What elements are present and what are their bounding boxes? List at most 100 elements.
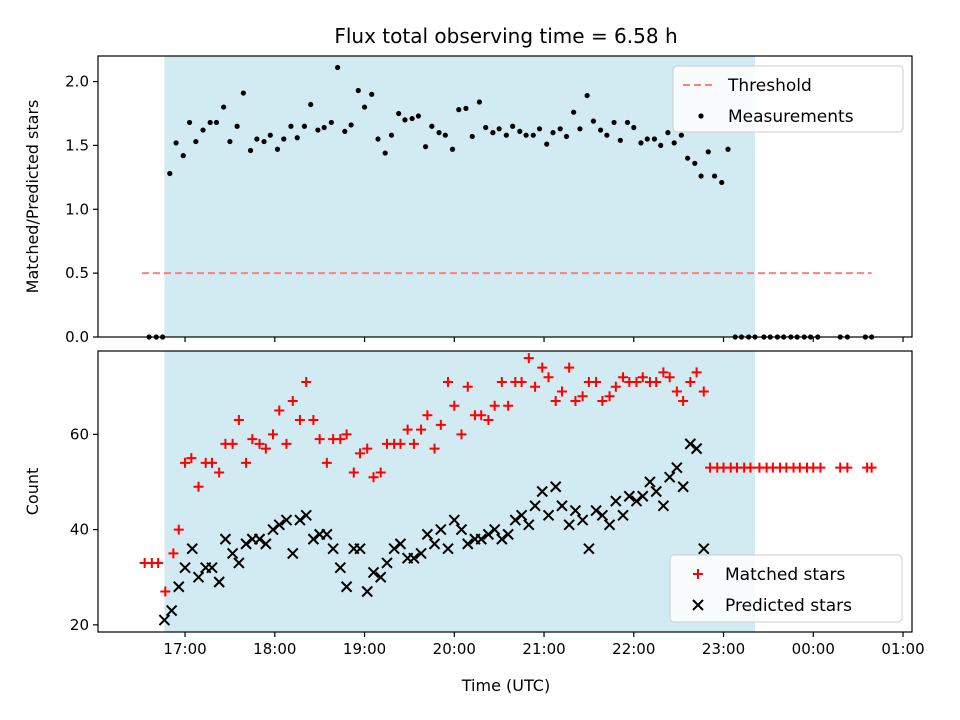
data-point <box>564 362 575 373</box>
data-point <box>193 138 199 145</box>
data-point <box>153 557 164 568</box>
data-point <box>544 141 550 147</box>
x-tick-label: 01:00 <box>881 640 924 658</box>
data-point <box>631 124 637 131</box>
x-tick-label: 23:00 <box>702 640 745 658</box>
y-tick-label: 20 <box>70 616 89 634</box>
data-point <box>671 386 682 397</box>
data-point <box>570 396 581 407</box>
data-point <box>711 173 718 179</box>
data-point <box>590 504 602 517</box>
data-point <box>268 429 279 440</box>
data-point <box>537 362 548 373</box>
legend-label: Predicted stars <box>725 596 852 616</box>
data-point <box>476 99 483 105</box>
data-point <box>611 119 617 126</box>
data-point <box>186 119 193 126</box>
data-point <box>179 561 191 574</box>
data-point <box>577 126 583 132</box>
data-point <box>483 124 489 131</box>
data-point <box>563 519 575 531</box>
series-predicted-stars <box>158 439 710 626</box>
data-point <box>569 504 582 517</box>
data-point <box>328 119 334 126</box>
data-point <box>496 126 502 132</box>
data-point <box>158 614 171 626</box>
data-point <box>294 415 305 426</box>
data-point <box>186 542 198 555</box>
data-point <box>354 542 366 555</box>
data-point <box>247 434 258 445</box>
data-point <box>300 509 312 522</box>
data-point <box>361 585 373 598</box>
data-point <box>719 179 725 186</box>
data-point <box>261 138 267 145</box>
data-point <box>421 528 434 541</box>
data-point <box>254 438 265 449</box>
data-point <box>416 424 427 435</box>
data-point <box>651 376 662 387</box>
data-point <box>536 126 543 132</box>
legend-label: Threshold <box>727 76 812 96</box>
data-point <box>557 126 563 132</box>
data-point <box>207 119 213 126</box>
data-point <box>502 528 514 541</box>
data-point <box>698 386 709 397</box>
data-point <box>193 481 204 492</box>
data-point <box>651 136 658 142</box>
data-point <box>542 509 555 522</box>
y-tick-label: 0.0 <box>65 328 89 346</box>
data-point <box>442 132 448 138</box>
data-point <box>476 410 487 421</box>
data-point <box>577 391 588 402</box>
data-point <box>685 376 696 387</box>
series-matched-stars <box>139 353 877 597</box>
y-tick-label: 0.5 <box>65 264 89 282</box>
data-point <box>214 467 225 478</box>
data-point <box>334 561 347 574</box>
data-point <box>650 485 662 498</box>
data-point <box>678 396 689 407</box>
data-point <box>206 457 217 468</box>
data-point <box>281 136 287 142</box>
data-point <box>604 132 610 138</box>
data-point <box>449 400 460 411</box>
data-point <box>590 118 597 124</box>
data-point <box>260 443 271 454</box>
data-point <box>321 457 332 468</box>
data-point <box>556 386 567 397</box>
data-point <box>637 490 649 502</box>
data-point <box>180 153 186 159</box>
legend-marker <box>698 113 704 119</box>
data-point <box>167 170 173 177</box>
data-point <box>523 353 534 364</box>
data-point <box>335 64 341 71</box>
data-point <box>361 104 368 110</box>
data-point <box>488 523 501 536</box>
data-point <box>583 542 595 555</box>
data-point <box>591 376 602 387</box>
data-point <box>409 115 415 122</box>
data-point <box>294 514 306 526</box>
data-point <box>394 538 407 550</box>
data-point <box>308 415 319 426</box>
data-point <box>610 495 622 507</box>
data-point <box>219 533 232 545</box>
legend-label: Matched stars <box>725 565 845 585</box>
data-point <box>395 438 406 449</box>
data-point <box>436 130 442 136</box>
data-point <box>496 533 508 545</box>
data-point <box>503 132 509 138</box>
data-point <box>226 547 239 560</box>
data-point <box>287 396 298 407</box>
data-point <box>348 122 354 128</box>
data-point <box>287 547 299 560</box>
data-point <box>657 500 670 512</box>
data-point <box>382 150 388 156</box>
data-point <box>186 453 197 464</box>
data-point <box>442 542 454 555</box>
data-point <box>462 381 473 392</box>
y-tick-label: 2.0 <box>65 73 89 91</box>
data-point <box>429 123 435 129</box>
data-point <box>630 495 643 507</box>
